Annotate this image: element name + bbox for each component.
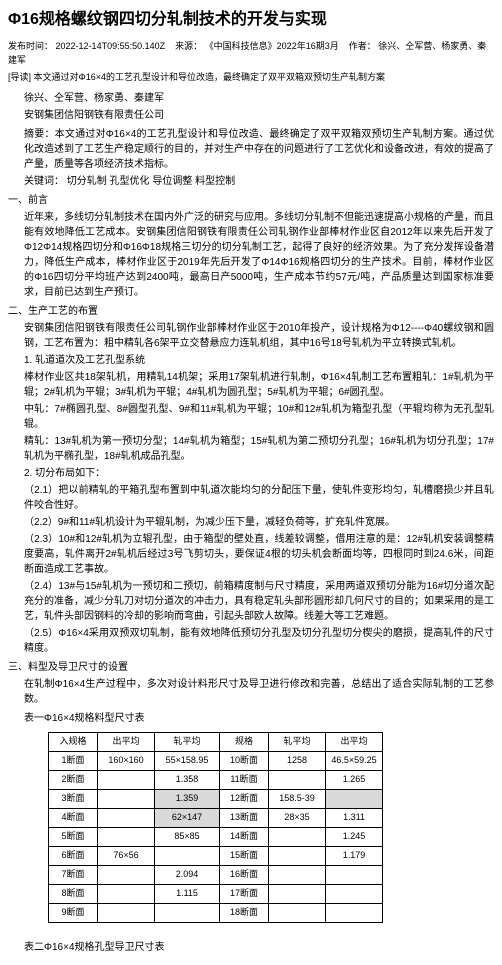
table-cell: 轧平均 [269, 732, 326, 751]
table-cell: 158.5-39 [269, 789, 326, 808]
table-cell: 12断面 [220, 789, 269, 808]
table-cell: 1.179 [326, 846, 383, 865]
abstract-label: [导读] [8, 72, 31, 82]
table-cell: 17断面 [220, 884, 269, 903]
table-cell: 1258 [269, 751, 326, 770]
table1: 入规格出平均轧平均规格轧平均出平均1断面160×16055×158.9510断面… [48, 732, 383, 923]
keywords-line: 关键词： 切分轧制 孔型优化 导位调整 料型控制 [24, 174, 494, 189]
source: 《中国科技信息》2022年16期3月 [205, 41, 339, 51]
table-cell: 轧平均 [155, 732, 220, 751]
subsection2-para5: （2.5）Φ16×4采用双预双切轧制，能有效地降低预切分孔型及切分孔型切分楔尖的… [24, 626, 494, 656]
table-cell: 10断面 [220, 751, 269, 770]
table-cell: 14断面 [220, 827, 269, 846]
subsection1-title: 1. 轧道道次及工艺孔型系统 [24, 353, 494, 368]
table-cell: 28×35 [269, 808, 326, 827]
author-label: 作者： [349, 41, 376, 51]
summary-para: 摘要：本文通过对Φ16×4的工艺孔型设计和导位改造、最终确定了双平双箱双预切生产… [24, 127, 494, 172]
table-cell: 160×160 [98, 751, 155, 770]
table-cell [98, 808, 155, 827]
section2-para: 安钢集团信阳钢铁有限责任公司轧钢作业部棒材作业区于2010年投产，设计规格为Φ1… [24, 321, 494, 351]
table-cell: 85×85 [155, 827, 220, 846]
table-cell [155, 846, 220, 865]
table-cell: 5断面 [49, 827, 98, 846]
authors-line: 徐兴、仝军营、杨家勇、秦建军 [24, 91, 494, 106]
section1-para1: 近年来，多线切分轧制技术在国内外广泛的研究与应用。多线切分轧制不但能迅速提高小规… [24, 210, 494, 300]
table-cell: 11断面 [220, 770, 269, 789]
table-cell: 1.311 [326, 808, 383, 827]
subsection1-para3: 精轧：13#轧机为第一预切分型；14#轧机为箱型；15#轧机为第二预切分孔型；1… [24, 434, 494, 464]
table-cell [98, 770, 155, 789]
table-cell: 7断面 [49, 865, 98, 884]
table-cell: 18断面 [220, 903, 269, 922]
table-cell: 16断面 [220, 865, 269, 884]
table-cell [98, 903, 155, 922]
table-cell: 2断面 [49, 770, 98, 789]
document-title: Φ16规格螺纹钢四切分轧制技术的开发与实现 [8, 8, 494, 32]
table-cell [326, 865, 383, 884]
meta-line: 发布时间： 2022-12-14T09:55:50.140Z 来源： 《中国科技… [8, 40, 494, 67]
subsection2-para4: （2.4）13#与15#轧机为一预切和二预切，前箱精度制与尺寸精度，采用两道双预… [24, 579, 494, 624]
table-cell [269, 770, 326, 789]
table-cell: 3断面 [49, 789, 98, 808]
subsection2-para3: （2.3）10#和12#轧机为立辊孔型，由于箱型的壁处直，线差较调整，借用注意的… [24, 532, 494, 577]
table-cell [98, 789, 155, 808]
table-cell [269, 865, 326, 884]
table-cell: 1.359 [155, 789, 220, 808]
section1-title: 一、前言 [8, 193, 494, 208]
table-cell [155, 903, 220, 922]
table-cell: 15断面 [220, 846, 269, 865]
table-cell: 1.358 [155, 770, 220, 789]
table-cell: 76×56 [98, 846, 155, 865]
table-cell [98, 884, 155, 903]
table-cell [269, 884, 326, 903]
table-cell: 入规格 [49, 732, 98, 751]
source-label: 来源： [175, 41, 202, 51]
subsection1-para1: 棒材作业区共18架轧机，用精轧14机架；采用17架轧机进行轧制，Φ16×4轧制工… [24, 370, 494, 400]
subsection1-para2: 中轧：7#椭圆孔型、8#圆型孔型、9#和11#轧机为平辊；10#和12#轧机为箱… [24, 402, 494, 432]
table-cell: 出平均 [98, 732, 155, 751]
table-cell: 4断面 [49, 808, 98, 827]
section3-title: 三、料型及导卫尺寸的设置 [8, 660, 494, 675]
table-cell [326, 903, 383, 922]
table-cell: 62×147 [155, 808, 220, 827]
table2-caption: 表二Φ16×4规格孔型导卫尺寸表 [24, 940, 494, 955]
table1-caption: 表一Φ16×4规格料型尺寸表 [24, 711, 494, 726]
table-cell [326, 884, 383, 903]
subsection2-para2: （2.2）9#和11#轧机设计为平辊轧制，为减少压下量，减轻负荷等，扩充轧件宽展… [24, 515, 494, 530]
table-cell: 1.265 [326, 770, 383, 789]
table-cell: 13断面 [220, 808, 269, 827]
publish-time-label: 发布时间： [8, 41, 53, 51]
keywords-text: 切分轧制 孔型优化 导位调整 料型控制 [67, 176, 235, 187]
table-cell [269, 827, 326, 846]
section3-para: 在轧制Φ16×4生产过程中，多次对设计料形尺寸及导卫进行修改和完善，总结出了适合… [24, 677, 494, 707]
table-cell: 1.245 [326, 827, 383, 846]
table-cell [98, 865, 155, 884]
table-cell: 1.115 [155, 884, 220, 903]
abstract-line: [导读] 本文通过对Φ16×4的工艺孔型设计和导位改造，最终确定了双平双箱双预切… [8, 71, 494, 85]
table-cell: 55×158.95 [155, 751, 220, 770]
publish-time: 2022-12-14T09:55:50.140Z [56, 41, 166, 51]
table-cell [269, 846, 326, 865]
keywords-label: 关键词： [24, 176, 64, 187]
table-cell: 8断面 [49, 884, 98, 903]
table-cell [98, 827, 155, 846]
table-cell [326, 789, 383, 808]
subsection2-title: 2. 切分布局如下： [24, 466, 494, 481]
table-cell: 出平均 [326, 732, 383, 751]
table-cell: 6断面 [49, 846, 98, 865]
affiliation: 安钢集团信阳钢铁有限责任公司 [24, 108, 494, 123]
table-cell: 46.5×59.25 [326, 751, 383, 770]
table-cell: 1断面 [49, 751, 98, 770]
abstract-text: 本文通过对Φ16×4的工艺孔型设计和导位改造，最终确定了双平双箱双预切生产轧制方… [34, 72, 385, 82]
table-cell: 2.094 [155, 865, 220, 884]
section2-title: 二、生产工艺的布置 [8, 304, 494, 319]
table-cell: 9断面 [49, 903, 98, 922]
table-cell [269, 903, 326, 922]
table1-container: 入规格出平均轧平均规格轧平均出平均1断面160×16055×158.9510断面… [48, 732, 383, 923]
subsection2-para1: （2.1）把以前精轧的平箱孔型布置到中轧道次能均匀的分配压下量，使轧件变形均匀，… [24, 483, 494, 513]
table-cell: 规格 [220, 732, 269, 751]
